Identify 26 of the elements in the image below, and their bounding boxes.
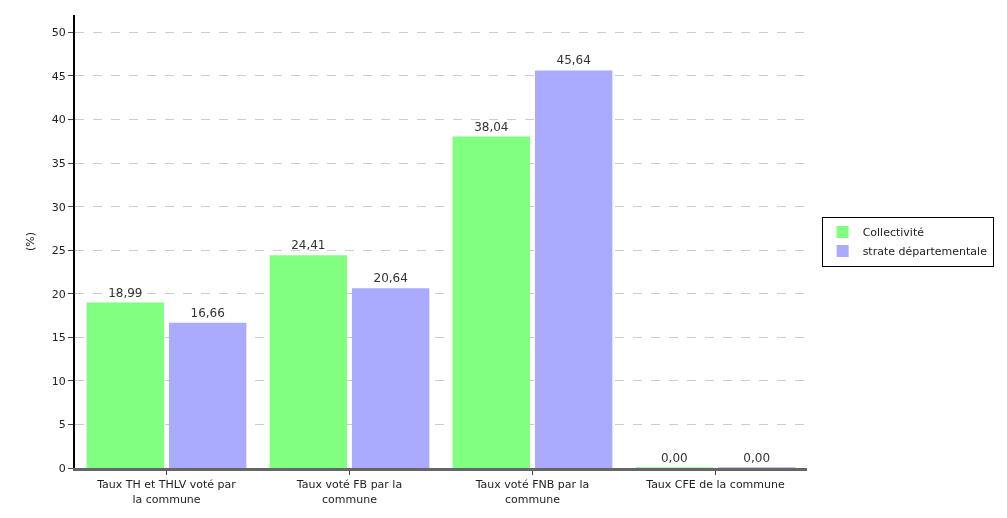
y-tick-label: 35 [51,156,66,170]
y-tick-label: 25 [51,244,66,258]
data-label: 20,64 [373,271,408,286]
legend-label: Collectivité [862,226,925,240]
x-tick-label: Taux voté FB par la commune [295,478,403,506]
data-label: 16,66 [190,305,225,320]
x-tick-label: Taux voté FNB par la commune [474,478,590,506]
y-tick-label: 5 [58,418,66,432]
data-label: 38,04 [474,119,509,134]
x-tick-label: Taux CFE de la commune [645,478,785,492]
y-axis-title: (%) [23,231,37,252]
y-tick-label: 45 [51,69,66,83]
x-tick-label: Taux TH et THLV voté par la commune [96,478,237,506]
y-tick-label: 40 [51,113,66,127]
data-label: 24,41 [291,238,326,253]
y-tick-label: 30 [51,200,66,214]
legend-label: strate départementale [862,245,988,259]
y-tick-label: 15 [51,331,66,345]
data-label: 0,00 [743,451,771,465]
y-tick-label: 0 [58,461,66,475]
data-label: 45,64 [556,53,591,68]
y-tick-label: 50 [51,26,66,40]
data-label: 0,00 [660,451,688,465]
y-tick-label: 10 [51,374,66,388]
y-tick-label: 20 [51,287,66,301]
data-label: 18,99 [108,285,143,300]
